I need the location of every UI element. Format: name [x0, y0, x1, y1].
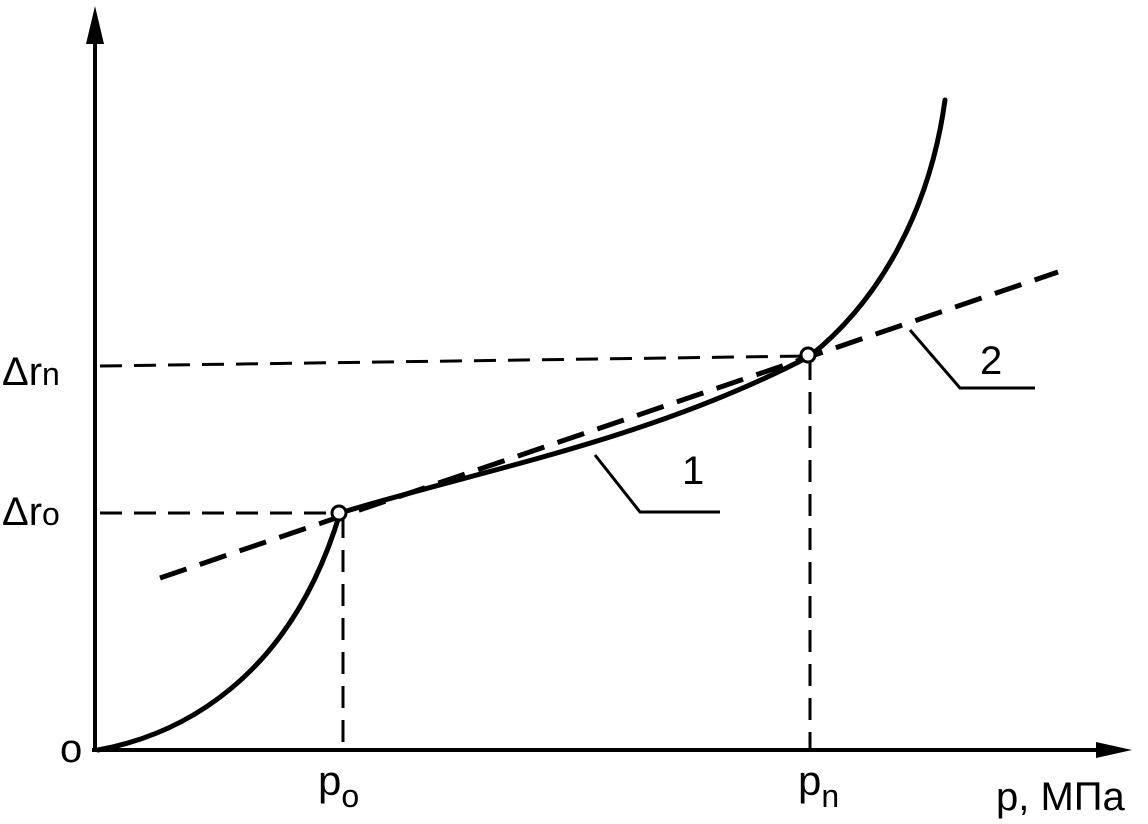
guide-drn-horizontal — [99, 354, 809, 368]
y-tick-drn-base: Δr — [2, 350, 42, 394]
curve-1 — [95, 97, 948, 753]
guide-lines — [99, 354, 812, 750]
x-tick-p0-sub: o — [341, 778, 359, 814]
curve-1-label: 1 — [682, 449, 704, 493]
y-tick-drn-sub: n — [42, 356, 60, 392]
y-tick-dr0: Δro — [2, 490, 60, 534]
y-tick-drn: Δrn — [2, 350, 60, 394]
line-2 — [159, 269, 1059, 581]
y-tick-dr0-sub: o — [42, 496, 60, 532]
x-tick-pn: pn — [798, 757, 839, 814]
y-axis-arrowhead — [86, 6, 104, 44]
point-pn — [799, 346, 817, 364]
svg-text:Δrn: Δrn — [2, 350, 60, 394]
line-2-label: 2 — [980, 339, 1002, 383]
origin-label: o — [60, 727, 82, 771]
x-tick-p0-base: p — [318, 757, 341, 804]
x-tick-p0: po — [318, 757, 359, 814]
leader-line-2 — [908, 329, 1035, 390]
svg-text:po: po — [318, 757, 359, 814]
axes — [86, 6, 1132, 758]
x-axis-arrowhead — [1096, 742, 1132, 758]
leader-lines — [593, 329, 1035, 514]
point-p0 — [330, 504, 348, 522]
svg-text:Δro: Δro — [2, 490, 60, 534]
leader-curve-1 — [593, 454, 720, 514]
x-tick-pn-sub: n — [821, 778, 839, 814]
y-tick-dr0-base: Δr — [2, 490, 42, 534]
svg-text:pn: pn — [798, 757, 839, 814]
x-tick-pn-base: p — [798, 757, 821, 804]
x-axis-label: p, МПа — [996, 775, 1126, 819]
